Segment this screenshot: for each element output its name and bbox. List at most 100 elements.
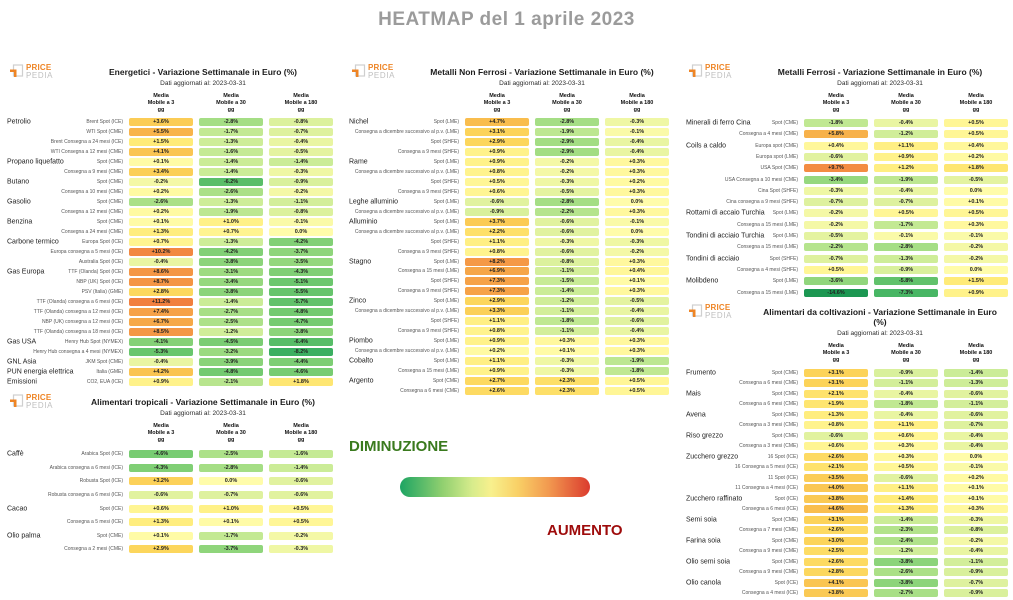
- series-label: Consegna a 2 mesi (CME): [64, 546, 123, 553]
- heatmap-cell: -2.5%: [199, 450, 263, 459]
- heatmap-cell: -1.8%: [605, 366, 669, 375]
- row-labels: Consegna a 2 mesi (CME): [5, 543, 129, 557]
- column-header: Media Mobile a 3 gg: [129, 93, 193, 114]
- panel-title: Metalli Non Ferrosi - Variazione Settima…: [430, 67, 654, 77]
- heatmap-cell: -0.3%: [535, 237, 599, 246]
- heatmap-cell: +0.3%: [605, 257, 669, 266]
- row-labels: Rottami di accaio Turchia Spot (LME): [684, 208, 804, 219]
- heatmap-row: 11 Consegna a 4 mesi (ICE) +4.0% +1.1% +0.1…: [684, 483, 1012, 494]
- heatmap-row: Spot (SHFE) +1.1% -0.3% -0.3%: [347, 237, 673, 247]
- heatmap-cell: +0.6%: [465, 187, 529, 196]
- category-label: Argento: [349, 377, 374, 385]
- heatmap-cell: -4.5%: [199, 338, 263, 347]
- row-labels: Arabica consegna a 6 mesi (ICE): [5, 461, 129, 475]
- heatmap-cell: +2.5%: [804, 547, 868, 556]
- heatmap-cell: -3.6%: [804, 277, 868, 286]
- heatmap-cell: -4.2%: [199, 248, 263, 257]
- heatmap-cell: -1.4%: [199, 298, 263, 307]
- heatmap-row: TTF (Olanda) consegna a 18 mesi (ICE) +8.…: [5, 327, 337, 337]
- heatmap-cell: -2.9%: [535, 138, 599, 147]
- heatmap-row: Minerali di ferro Cina Spot (CME) -1.8% -0.…: [684, 117, 1012, 128]
- heatmap-cell: -1.4%: [199, 158, 263, 167]
- logo-brand-top: PRICE: [705, 303, 731, 312]
- row-labels: Spot (SHFE): [347, 137, 465, 147]
- heatmap-row: Gas USA Henry Hub Spot (NYMEX) -4.1% -4.5% -…: [5, 337, 337, 347]
- heatmap-row: Rame Spot (LME) +0.9% -0.2% +0.3%: [347, 157, 673, 167]
- heatmap-cell: -3.8%: [874, 557, 938, 566]
- heatmap-rows: Caffè Arabica Spot (ICE) -4.6% -2.5% -1.6% Ar…: [5, 447, 337, 556]
- heatmap-row: WTI Consegna a 12 mesi (CME) +4.1% -1.6% -0…: [5, 147, 337, 157]
- heatmap-cell: +0.6%: [129, 504, 193, 513]
- heatmap-row: Consegna a 4 mesi (ICE) +3.8% -2.7% -0.9%: [684, 588, 1012, 599]
- column-header-line: gg: [972, 357, 980, 364]
- row-labels: Coils a caldo Europa spot (CME): [684, 140, 804, 151]
- series-label: NBP (UK) consegna a 12 mesi (ICE): [41, 319, 123, 326]
- heatmap-cell: -0.8%: [944, 526, 1008, 535]
- heatmap-cell: -2.6%: [199, 188, 263, 197]
- column-header: Media Mobile a 3 gg: [465, 93, 529, 114]
- heatmap-cell: +0.7%: [199, 228, 263, 237]
- heatmap-cell: 0.0%: [944, 186, 1008, 195]
- heatmap-cell: -0.7%: [804, 254, 868, 263]
- heatmap-row: Consegna a 9 mesi (SHFE) +0.9% -2.9% -0.4%: [347, 147, 673, 157]
- column-header-line: Media: [968, 93, 984, 99]
- category-label: Butano: [7, 178, 30, 186]
- row-labels: Spot (SHFE): [347, 237, 465, 247]
- heatmap-cell: +5.8%: [804, 130, 868, 139]
- heatmap-cell: -3.1%: [199, 268, 263, 277]
- row-labels: NBP (UK) consegna a 12 mesi (ICE): [5, 317, 129, 327]
- series-label: Cina consegna a 9 mesi (SHFE): [726, 199, 798, 206]
- series-label: NBP (UK) Spot (ICE): [76, 279, 123, 286]
- heatmap-cell: -2.7%: [199, 308, 263, 317]
- heatmap-cell: +0.3%: [605, 168, 669, 177]
- heatmap-cell: -4.2%: [269, 238, 333, 247]
- series-label: Consegna a 5 mesi (ICE): [66, 519, 123, 526]
- series-label: Consegna a 3 mesi (CME): [739, 422, 798, 429]
- heatmap-row: Frumento Spot (CME) +3.1% -0.9% -1.4%: [684, 367, 1012, 378]
- column-header-line: Media: [153, 423, 169, 429]
- column-header-line: Media: [828, 93, 844, 99]
- column-header-line: Mobile a 30: [552, 100, 582, 107]
- heatmap-rows: Petrolio Brent Spot (ICE) +3.6% -2.8% -0.8% W…: [5, 117, 337, 387]
- logo-brand-top: PRICE: [26, 393, 52, 402]
- category-label: Coils a caldo: [686, 142, 727, 150]
- heatmap-cell: +7.3%: [465, 277, 529, 286]
- row-labels: Consegna a 4 mesi (ICE): [684, 588, 804, 599]
- heatmap-row: Europa consegna a 5 mesi (ICE) +10.2% -4.2…: [5, 247, 337, 257]
- heatmap-row: Cacao Spot (ICE) +0.6% +1.0% +0.5%: [5, 502, 337, 516]
- heatmap-cell: -5.5%: [269, 288, 333, 297]
- heatmap-cell: -0.3%: [535, 366, 599, 375]
- heatmap-cell: -4.6%: [129, 450, 193, 459]
- series-label: Spot (CME): [432, 377, 459, 384]
- column-header-line: gg: [902, 107, 910, 114]
- heatmap-row: Henry Hub consegna a 4 mesi (NYMEX) -5.3%…: [5, 347, 337, 357]
- heatmap-cell: -1.1%: [535, 267, 599, 276]
- row-labels: Tondini di acciaio Turchia Spot (LME): [684, 230, 804, 241]
- heatmap-cell: -0.6%: [535, 217, 599, 226]
- row-labels: Consegna a 12 mesi (CME): [5, 207, 129, 217]
- column-header-line: Media: [898, 343, 914, 349]
- series-label: Consegna a 9 mesi (SHFE): [397, 248, 459, 255]
- column-headers: Media Mobile a 3 gg Media Mobile a 30 gg Media…: [5, 423, 337, 444]
- heatmap-cell: +0.2%: [129, 208, 193, 217]
- row-labels: Consegna a 15 mesi (LME): [347, 266, 465, 276]
- series-label: Spot (CME): [771, 537, 798, 544]
- series-label: Italia (GME): [96, 369, 123, 376]
- series-label: Spot (SHFE): [430, 318, 459, 325]
- series-label: Consegna a 15 mesi (LME): [398, 367, 459, 374]
- row-labels: Olio palma Spot (CME): [5, 529, 129, 543]
- heatmap-cell: +0.3%: [944, 220, 1008, 229]
- series-label: Spot (LME): [433, 218, 459, 225]
- column-header: Media Mobile a 30 gg: [199, 93, 263, 114]
- heatmap-cell: -0.4%: [944, 547, 1008, 556]
- series-label: Spot (CME): [771, 432, 798, 439]
- category-label: PUN energia elettrica: [7, 368, 74, 376]
- heatmap-row: WTI Spot (CME) +5.5% -1.7% -0.7%: [5, 127, 337, 137]
- series-label: Spot (ICE): [774, 579, 798, 586]
- heatmap-cell: -5.7%: [269, 298, 333, 307]
- heatmap-row: Consegna a 7 mesi (CME) +2.6% -2.3% -0.8%: [684, 525, 1012, 536]
- row-labels: WTI Consegna a 12 mesi (CME): [5, 147, 129, 157]
- row-labels: Consegna a 9 mesi (CME): [684, 546, 804, 557]
- heatmap-cell: -0.1%: [269, 218, 333, 227]
- column-header-spacer: [347, 93, 465, 114]
